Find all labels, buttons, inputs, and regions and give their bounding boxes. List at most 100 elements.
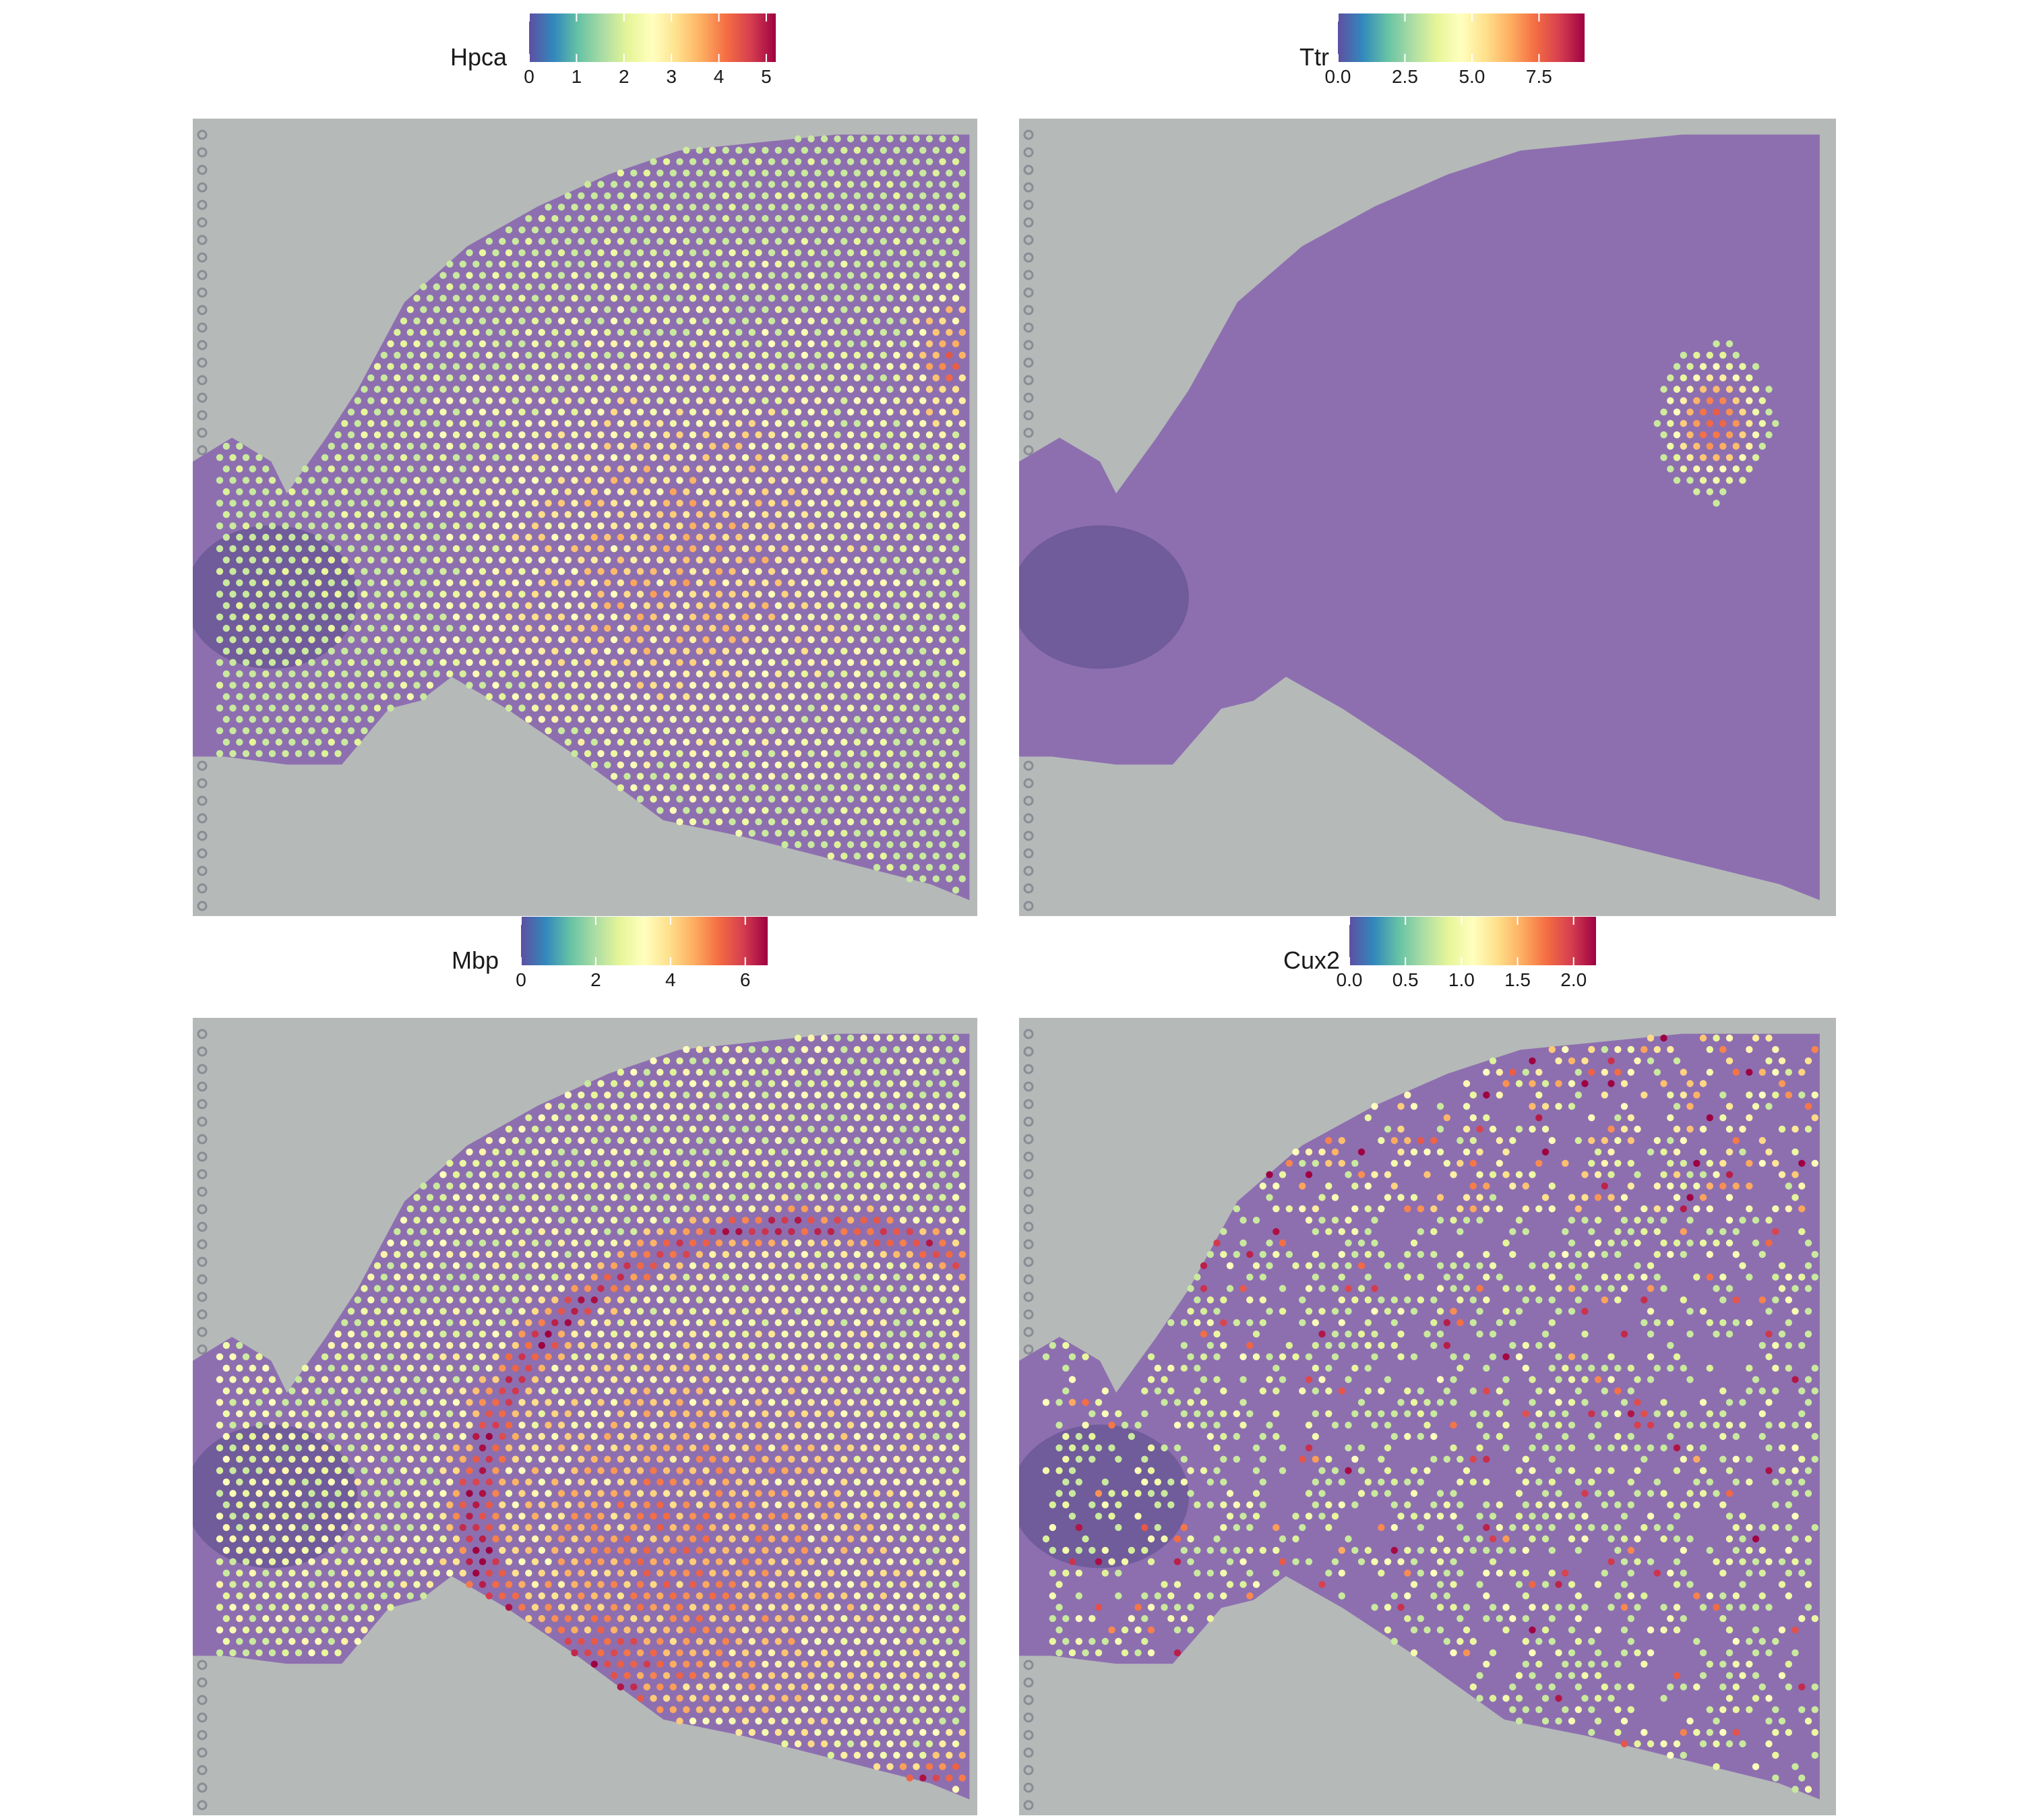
- spot: [584, 477, 592, 484]
- spot: [485, 602, 493, 609]
- spot: [741, 499, 749, 507]
- spot: [538, 1341, 545, 1349]
- spot: [301, 1478, 309, 1486]
- spot: [919, 693, 927, 700]
- spot: [643, 283, 650, 291]
- spot: [709, 1410, 716, 1418]
- spot: [820, 1399, 828, 1406]
- spot: [774, 761, 782, 768]
- spot: [656, 1250, 664, 1258]
- spot: [774, 784, 782, 791]
- spot: [643, 579, 650, 586]
- spot: [479, 1171, 487, 1178]
- spot: [893, 1250, 900, 1258]
- spot: [380, 1319, 388, 1327]
- spot: [413, 1399, 421, 1406]
- spot: [873, 181, 881, 188]
- spot: [262, 647, 270, 655]
- spot: [564, 1410, 572, 1418]
- spot: [729, 1422, 736, 1429]
- spot: [525, 1114, 532, 1122]
- spot: [656, 1432, 664, 1440]
- spot: [886, 1308, 894, 1315]
- spot: [762, 1068, 769, 1076]
- spot: [459, 260, 466, 268]
- spot: [433, 1319, 440, 1327]
- spot: [334, 431, 342, 439]
- spot: [433, 602, 440, 609]
- spot: [216, 499, 224, 507]
- spot: [741, 750, 749, 758]
- spot: [958, 1364, 967, 1372]
- spot: [439, 1467, 447, 1474]
- spot: [328, 442, 335, 450]
- spot: [840, 533, 848, 541]
- spot: [472, 1205, 480, 1213]
- spot: [741, 704, 749, 712]
- spot: [939, 1353, 946, 1360]
- spot: [341, 1455, 348, 1463]
- spot: [794, 408, 802, 416]
- spot: [354, 1478, 361, 1486]
- spot: [669, 602, 677, 609]
- spot: [735, 169, 743, 177]
- fiducial-spot: [1023, 427, 1034, 438]
- spot: [275, 511, 282, 518]
- spot: [466, 1262, 473, 1269]
- spot: [242, 1513, 250, 1520]
- spot: [774, 465, 782, 473]
- spot: [525, 647, 532, 655]
- spot: [288, 556, 296, 564]
- spot: [840, 1319, 848, 1327]
- spot: [814, 1296, 822, 1304]
- spot: [834, 363, 841, 370]
- spot: [741, 818, 749, 826]
- spot: [630, 1068, 638, 1076]
- spot: [557, 1376, 565, 1383]
- spot: [676, 613, 683, 621]
- spot: [663, 727, 671, 735]
- spot: [452, 1217, 460, 1224]
- spot: [505, 1171, 513, 1178]
- spot: [847, 454, 855, 461]
- spot: [781, 727, 789, 735]
- spot: [814, 807, 822, 814]
- spot: [531, 636, 539, 644]
- spot: [578, 602, 585, 609]
- spot: [643, 602, 650, 609]
- spot: [1693, 397, 1701, 404]
- spot: [939, 659, 946, 666]
- spot: [643, 1227, 650, 1236]
- spot: [867, 1478, 874, 1486]
- spot: [886, 135, 894, 143]
- spot: [689, 272, 697, 279]
- spot: [433, 1296, 440, 1304]
- spot: [781, 340, 789, 348]
- spot: [958, 397, 967, 404]
- spot: [557, 226, 565, 234]
- spot: [952, 1422, 960, 1429]
- spot: [479, 1422, 487, 1429]
- spot: [617, 283, 624, 291]
- spot: [886, 590, 894, 598]
- spot: [820, 1262, 828, 1269]
- spot: [834, 499, 841, 507]
- spot: [433, 488, 440, 495]
- spot: [222, 488, 230, 495]
- spot: [315, 738, 322, 746]
- spot: [801, 1227, 808, 1236]
- spot: [794, 818, 802, 826]
- spot: [387, 1262, 394, 1269]
- spot: [420, 1501, 427, 1509]
- spot: [420, 533, 427, 541]
- spot: [820, 386, 828, 393]
- spot: [354, 602, 361, 609]
- spot: [814, 624, 822, 632]
- spot: [906, 306, 914, 313]
- spot: [722, 374, 729, 382]
- spot: [512, 1478, 519, 1486]
- spot: [650, 1308, 657, 1315]
- spot: [729, 181, 736, 188]
- spot: [505, 499, 513, 507]
- spot: [308, 1490, 315, 1497]
